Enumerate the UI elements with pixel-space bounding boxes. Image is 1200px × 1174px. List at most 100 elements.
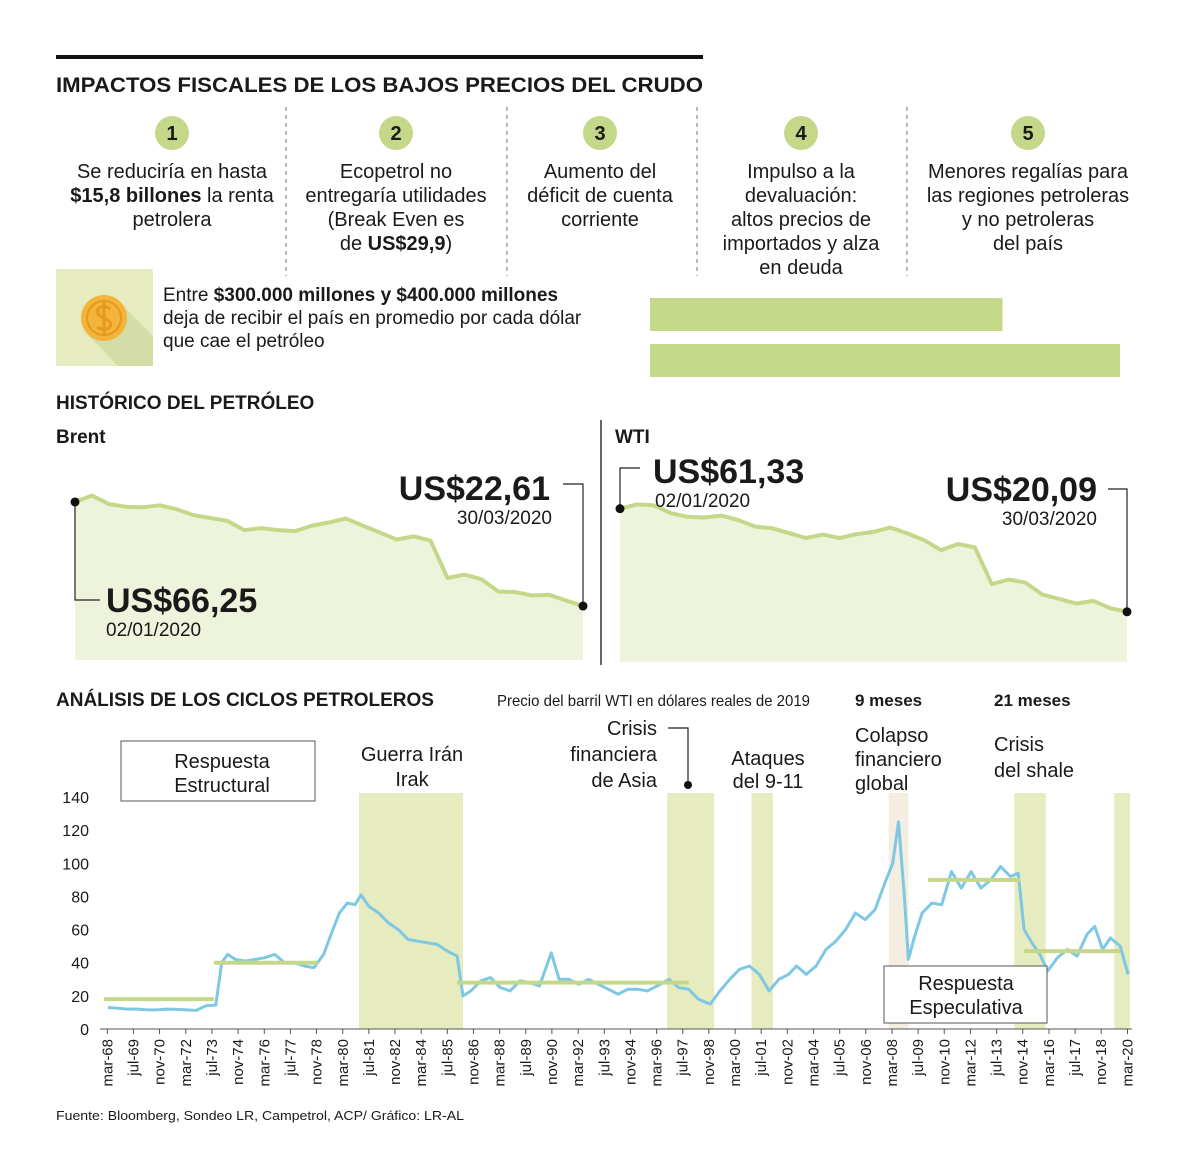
value-label: US$66,25 [106,582,257,620]
text-line: Impulso a la [747,161,856,183]
y-tick-label: 60 [71,923,89,940]
text-part: Impulso a la [747,161,856,183]
text-line: petrolera [133,209,213,231]
text-part: petrolera [133,209,213,231]
text-part: Menores regalías para [928,161,1129,183]
x-tick-label: nov-94 [622,1039,639,1085]
y-tick-label: 20 [71,989,89,1006]
x-tick-label: mar-04 [806,1039,823,1087]
value-label: US$61,33 [653,453,804,491]
period-label: Guerra Irán [361,744,463,766]
point [578,601,588,611]
leader [563,483,584,607]
text-line: corriente [561,209,639,231]
chart-title: ANÁLISIS DE LOS CICLOS PETROLEROS [56,689,434,711]
section-title: HISTÓRICO DEL PETRÓLEO [56,392,314,414]
point [1122,607,1132,617]
x-tick-label: mar-80 [335,1039,352,1087]
text-line: importados y alza [723,233,881,255]
annotation-text: Especulativa [909,997,1023,1019]
text-part: Entre [163,285,214,306]
text-line: déficit de cuenta [527,185,674,207]
x-tick-label: mar-12 [963,1039,980,1087]
line [74,493,584,608]
y-tick-label: 100 [62,856,89,873]
duration-label: 21 meses [994,691,1071,710]
text-line: deja de recibir el país en promedio por … [163,308,582,329]
text-line: Ecopetrol no [340,161,452,183]
text-part: la renta [201,185,274,207]
leader-dot [684,781,692,789]
duration-label: 9 meses [855,691,922,710]
top-rule [56,55,703,59]
text-part: déficit de cuenta [527,185,674,207]
item-badge [155,116,189,150]
text-line: (Break Even es [328,209,465,231]
x-tick-label: jul-17 [1067,1039,1084,1077]
text-line: de US$29,9) [340,233,452,255]
x-tick-label: jul-01 [753,1039,770,1077]
item-number: 5 [1022,123,1033,145]
item-number: 2 [390,123,401,145]
text-part: altos precios de [731,209,871,231]
item-number: 1 [166,123,177,145]
period-shade [667,793,715,1029]
text-line: en deuda [759,257,843,279]
x-tick-label: nov-06 [858,1039,875,1085]
x-tick-label: nov-82 [387,1039,404,1085]
date-label: 30/03/2020 [1002,509,1097,530]
leader [74,501,100,601]
area [620,504,1127,662]
x-tick-label: jul-93 [596,1039,613,1077]
text-line: $15,8 billones la renta [70,185,274,207]
item-badge [379,116,413,150]
x-tick-label: jul-85 [439,1039,456,1077]
chart-subtitle: Precio del barril WTI en dólares reales … [497,693,810,710]
annotation-box [883,965,1048,1024]
item-number: 4 [795,123,807,145]
period-label: Crisis [994,734,1044,756]
period-label: Crisis [607,718,657,740]
x-tick-label: mar-20 [1119,1039,1136,1087]
period-label: de Asia [591,770,657,792]
annotation-text: Respuesta [174,751,270,773]
text-part: ) [445,233,452,255]
x-tick-label: jul-73 [204,1039,221,1077]
coin-rim [86,300,122,336]
x-tick-label: jul-77 [282,1039,299,1077]
period-label: global [855,773,908,795]
x-tick-label: jul-97 [675,1039,692,1077]
x-tick-label: nov-14 [1015,1039,1032,1085]
y-tick-label: 80 [71,889,89,906]
x-tick-label: jul-09 [910,1039,927,1077]
y-tick-label: 40 [71,956,89,973]
text-line: Se reduciría en hasta [77,161,268,183]
text-part: entregaría utilidades [305,185,486,207]
text-part: Se reduciría en hasta [77,161,268,183]
area [75,495,583,660]
x-tick-label: mar-88 [492,1039,509,1087]
point [615,504,625,514]
leader [619,467,640,509]
period-label: Colapso [855,725,928,747]
text-line: entregaría utilidades [305,185,486,207]
x-tick-label: jul-05 [832,1039,849,1077]
text-part: importados y alza [723,233,881,255]
text-part: Aumento del [544,161,656,183]
item-badge [1011,116,1045,150]
value-label: US$22,61 [399,470,550,508]
x-tick-label: nov-18 [1093,1039,1110,1085]
x-tick-label: nov-70 [152,1039,169,1085]
x-tick-label: nov-90 [544,1039,561,1085]
leader [668,727,689,785]
text-part: en deuda [759,257,843,279]
text-line: Entre $300.000 millones y $400.000 millo… [163,285,558,306]
period-label: Ataques [731,748,804,770]
text-line: del país [993,233,1063,255]
x-tick-label: nov-10 [936,1039,953,1085]
leader [1108,488,1128,612]
period-label: financiera [570,744,658,766]
y-tick-label: 140 [62,790,89,807]
text-part: las regiones petroleras [927,185,1129,207]
